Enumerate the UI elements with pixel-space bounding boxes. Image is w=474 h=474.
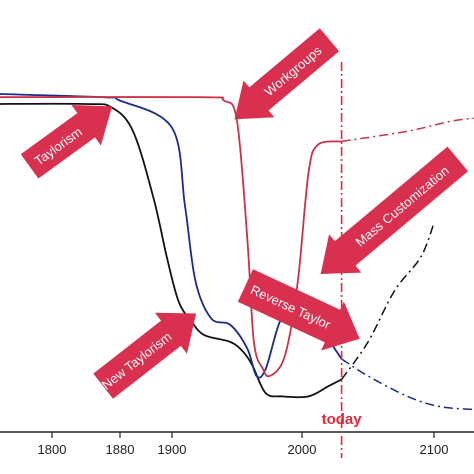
annotation-arrow [20, 105, 113, 179]
series-line-5 [341, 117, 474, 143]
today-label: today [322, 411, 363, 428]
series-line-1 [340, 222, 435, 380]
annotation-new-taylorism: New Taylorism [93, 312, 197, 399]
x-tick-label-2: 1900 [158, 442, 187, 457]
annotation-label: Mass Customization [353, 163, 452, 250]
annotation-arrow [93, 312, 197, 399]
annotation-arrow [234, 28, 340, 120]
x-tick-label-0: 1800 [38, 442, 67, 457]
annotation-taylorism: Taylorism [20, 105, 113, 179]
annotation-arrow [237, 269, 360, 351]
ticks-layer: 1800 1880 1900 2000 2100 [38, 432, 449, 457]
x-tick-label-3: 2000 [288, 442, 317, 457]
x-tick-label-4: 2100 [420, 442, 449, 457]
x-tick-label-1: 1880 [106, 442, 135, 457]
annotation-workgroups: Workgroups [234, 28, 340, 120]
series-line-4 [0, 96, 342, 378]
series-line-3 [341, 358, 474, 411]
series-line-0 [0, 102, 343, 399]
annotation-arrow [320, 146, 469, 274]
annotation-mass-customization: Mass Customization [320, 146, 469, 274]
